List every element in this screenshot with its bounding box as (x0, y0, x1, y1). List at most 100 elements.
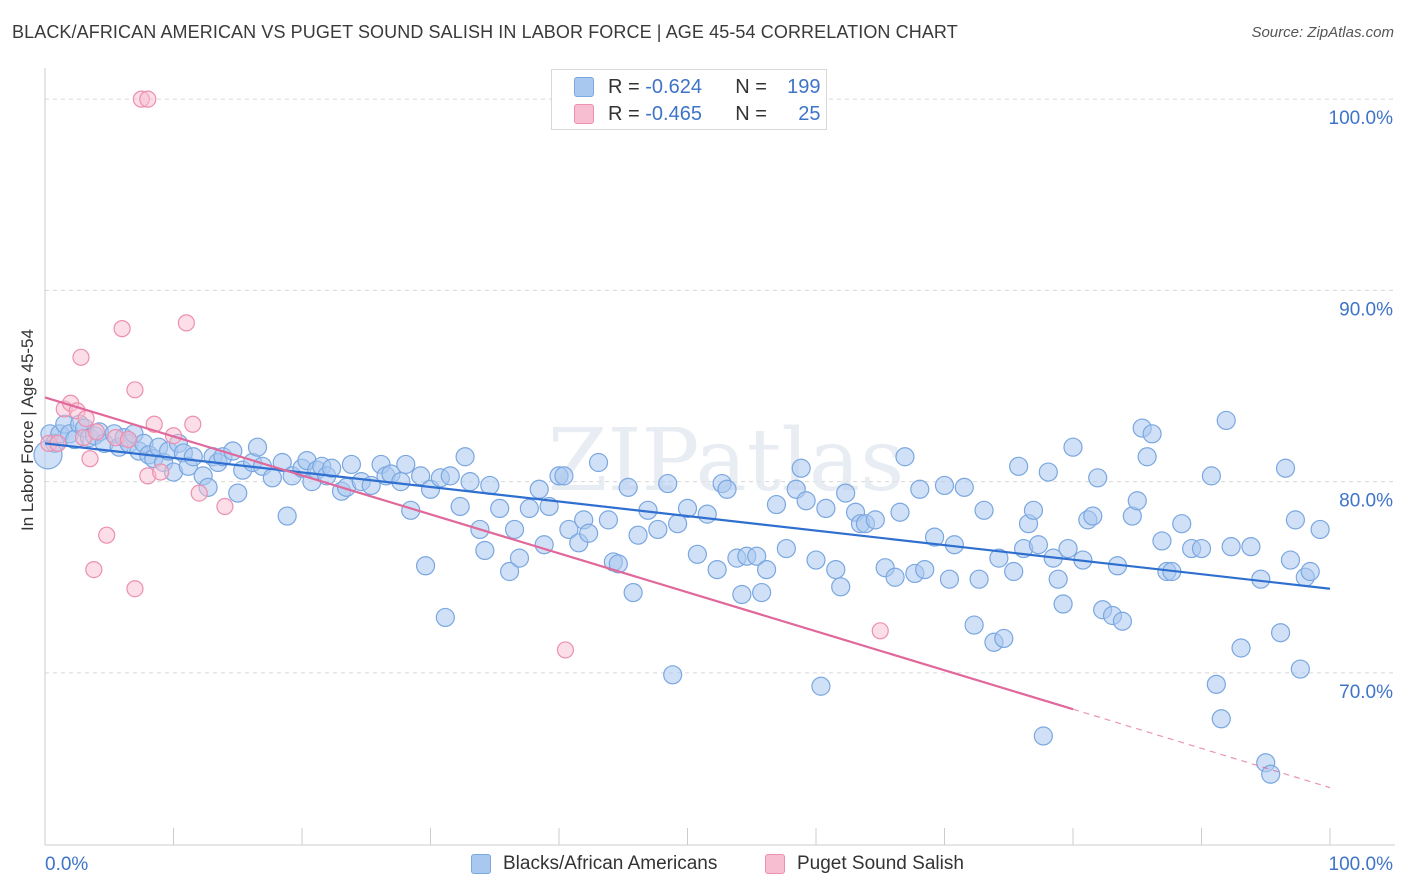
data-point-blue (890, 502, 910, 522)
data-point-blue (677, 498, 698, 518)
data-point-blue (628, 525, 648, 545)
data-point-blue (915, 559, 935, 580)
x-tick-label: 0.0% (45, 854, 88, 875)
data-point-blue (1191, 538, 1212, 559)
n-value: 25 (798, 102, 821, 125)
data-point-blue (499, 561, 520, 582)
data-point-blue (806, 550, 826, 570)
data-point-blue (1290, 659, 1310, 679)
data-point-blue (648, 519, 668, 540)
r-value: -0.624 (645, 75, 702, 98)
data-point-blue (687, 544, 707, 564)
legend-swatch-pink (574, 104, 594, 124)
series-pink-points (40, 90, 889, 659)
data-point-blue (475, 540, 495, 561)
data-point-blue (668, 514, 688, 534)
n-label: N = (735, 75, 767, 98)
data-point-blue (623, 582, 643, 603)
data-point-blue (1261, 764, 1281, 784)
data-point-blue (277, 506, 297, 526)
data-point-blue (1127, 491, 1147, 511)
data-point-blue (1088, 468, 1108, 488)
data-point-blue (939, 569, 960, 589)
data-point-blue (756, 559, 777, 580)
data-point-pink (126, 580, 144, 598)
data-point-blue (791, 458, 811, 478)
data-point-blue (816, 498, 836, 518)
data-point-blue (1201, 466, 1221, 486)
legend-label-pink: Puget Sound Salish (797, 853, 964, 874)
y-tick-label: 70.0% (1339, 682, 1393, 703)
data-point-blue (460, 472, 480, 492)
data-point-blue (183, 447, 203, 467)
r-value: -0.465 (645, 102, 702, 125)
data-point-pink (184, 415, 202, 433)
data-point-blue (1058, 538, 1078, 559)
data-point-blue (529, 479, 549, 499)
data-point-blue (1053, 594, 1073, 614)
data-point-blue (1048, 569, 1068, 589)
data-point-blue (415, 556, 436, 576)
data-point-blue (910, 479, 930, 499)
data-point-blue (440, 466, 460, 486)
x-tick-label: 100.0% (1329, 854, 1394, 875)
data-point-blue (925, 527, 945, 547)
bottom-legend-pink: Puget Sound Salish (765, 851, 964, 877)
data-point-blue (559, 519, 579, 540)
data-point-blue (766, 494, 787, 515)
data-point-blue (1275, 458, 1296, 478)
data-point-blue (598, 510, 619, 530)
data-point-blue (895, 447, 915, 467)
data-point-blue (1083, 506, 1103, 526)
data-point-blue (1004, 561, 1024, 582)
data-point-pink (77, 409, 95, 428)
data-point-blue (658, 473, 678, 494)
data-point-blue (1172, 514, 1192, 534)
data-point-blue (954, 477, 974, 497)
data-point-blue (1033, 726, 1053, 746)
data-point-blue (391, 472, 411, 492)
data-point-blue (1300, 561, 1320, 582)
data-point-blue (1206, 674, 1226, 694)
data-point-pink (87, 423, 106, 441)
r-label: R = (608, 75, 640, 98)
data-point-blue (934, 475, 955, 496)
data-point-blue (969, 569, 989, 589)
n-value: 199 (787, 75, 821, 98)
data-point-blue (554, 466, 574, 486)
data-point-blue (1028, 535, 1049, 555)
data-point-blue (707, 559, 727, 580)
data-point-blue (435, 607, 455, 628)
data-point-blue (396, 454, 416, 475)
data-point-blue (831, 577, 851, 597)
data-point-pink (190, 484, 208, 502)
data-point-blue (1221, 537, 1241, 557)
r-label: R = (608, 102, 640, 125)
data-point-blue (1241, 537, 1261, 557)
data-point-blue (1211, 709, 1231, 729)
source-label: Source: ZipAtlas.com (1251, 24, 1394, 41)
data-point-blue (262, 468, 282, 488)
bottom-legend-blue: Blacks/African Americans (471, 851, 717, 877)
trend-lines (44, 396, 1331, 789)
data-point-blue (663, 665, 683, 685)
y-axis-label: In Labor Force | Age 45-54 (18, 329, 37, 531)
data-point-blue (1310, 519, 1330, 540)
trend-line-pink (44, 396, 1074, 711)
data-point-pink (85, 560, 103, 579)
data-point-blue (717, 479, 737, 499)
data-point-pink (72, 348, 90, 366)
data-point-blue (450, 496, 470, 517)
data-point-blue (1038, 462, 1058, 482)
data-point-blue (811, 676, 831, 696)
data-point-blue (964, 615, 984, 635)
data-point-blue (836, 483, 856, 503)
data-point-blue (697, 504, 717, 524)
data-point-pink (139, 90, 157, 108)
y-tick-label: 90.0% (1339, 299, 1393, 320)
data-point-blue (1112, 611, 1133, 631)
data-point-blue (1280, 550, 1301, 570)
data-point-blue (322, 458, 342, 478)
data-point-blue (490, 498, 510, 518)
